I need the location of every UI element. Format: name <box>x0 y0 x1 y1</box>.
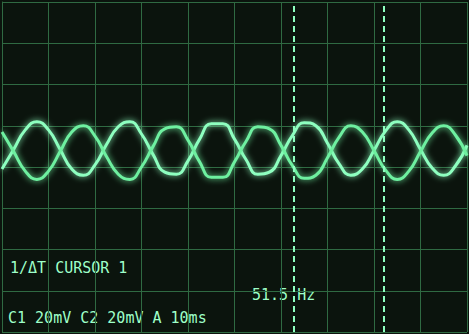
svg-text:C1 20mV C2 20mV A 10ms: C1 20mV C2 20mV A 10ms <box>8 309 207 327</box>
svg-text:1/ΔT CURSOR 1: 1/ΔT CURSOR 1 <box>10 259 127 277</box>
svg-text:51.5 Hz: 51.5 Hz <box>252 286 315 304</box>
